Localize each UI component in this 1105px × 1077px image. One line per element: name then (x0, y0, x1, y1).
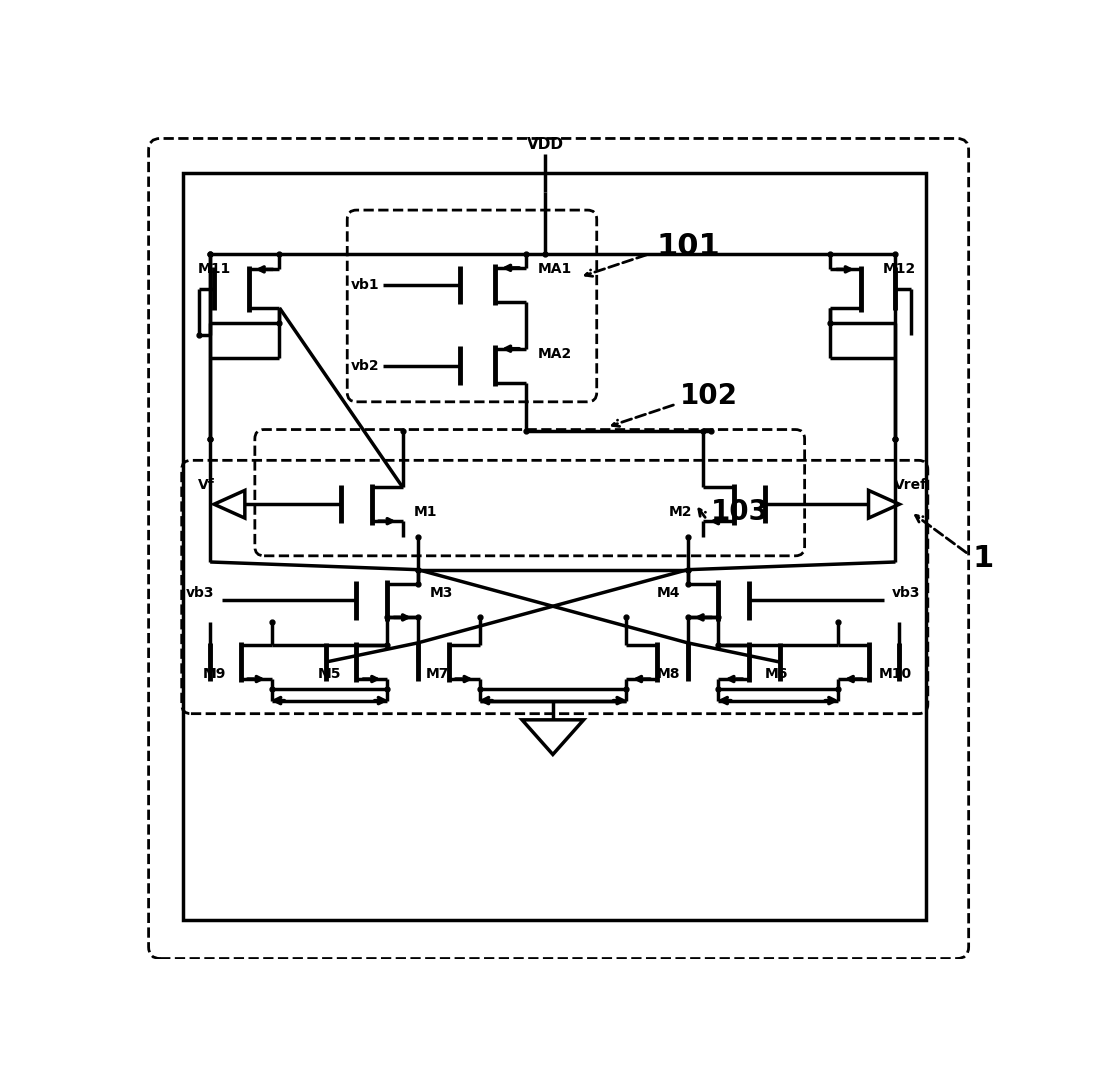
Text: M1: M1 (414, 505, 438, 519)
Text: MA2: MA2 (537, 347, 571, 361)
Text: 101: 101 (656, 232, 720, 261)
Text: M8: M8 (656, 667, 680, 681)
Bar (183, 173, 926, 920)
Text: Vf: Vf (198, 478, 214, 492)
Text: M9: M9 (202, 667, 225, 681)
Text: M3: M3 (430, 586, 453, 600)
Text: M7: M7 (425, 667, 449, 681)
Text: M4: M4 (656, 586, 680, 600)
Text: vb3: vb3 (186, 586, 214, 600)
Text: 1: 1 (972, 544, 993, 573)
Text: vb3: vb3 (892, 586, 920, 600)
Text: VDD: VDD (527, 137, 564, 152)
Text: vb2: vb2 (351, 359, 380, 373)
Text: M6: M6 (765, 667, 788, 681)
Text: Vref: Vref (894, 478, 927, 492)
Text: M11: M11 (198, 263, 231, 277)
Text: MA1: MA1 (537, 263, 571, 277)
Text: M12: M12 (883, 263, 916, 277)
Text: 102: 102 (680, 382, 738, 410)
Text: M2: M2 (669, 505, 692, 519)
Text: M5: M5 (318, 667, 341, 681)
Text: M10: M10 (878, 667, 912, 681)
Text: 103: 103 (711, 498, 769, 526)
Text: vb1: vb1 (351, 278, 380, 292)
